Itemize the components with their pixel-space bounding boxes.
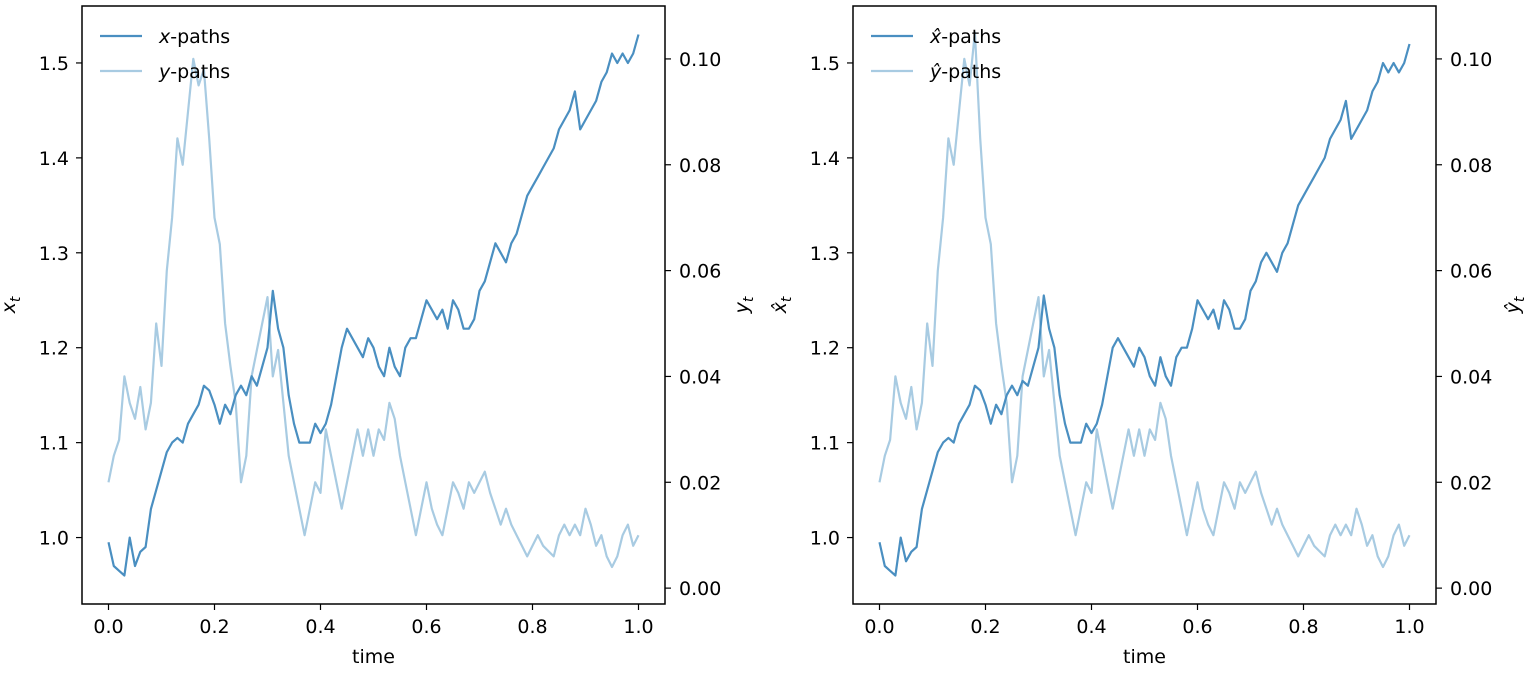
y-left-tick-label: 1.3 — [810, 243, 840, 265]
legend-label: x-paths — [158, 26, 230, 48]
y-right-tick-label: 0.10 — [1450, 49, 1492, 71]
y-right-tick-label: 0.08 — [679, 155, 721, 177]
y-left-tick-label: 1.4 — [810, 148, 840, 170]
x-tick-label: 0.6 — [1182, 616, 1212, 638]
y-left-tick-label: 1.2 — [810, 338, 840, 360]
y-right-axis-label: ŷt — [1502, 296, 1528, 314]
x-tick-label: 0.2 — [970, 616, 1000, 638]
x-tick-label: 0.2 — [199, 616, 229, 638]
y-right-tick-label: 0.04 — [1450, 366, 1492, 388]
y-left-tick-label: 1.0 — [39, 528, 69, 550]
plot-frame — [852, 5, 1437, 605]
y-right-tick-label: 0.02 — [1450, 472, 1492, 494]
y-left-tick-label: 1.1 — [39, 433, 69, 455]
x-tick-label: 0.6 — [411, 616, 441, 638]
y-left-tick-label: 1.5 — [810, 53, 840, 75]
y-left-tick-label: 1.1 — [810, 433, 840, 455]
legend-label: ŷ-paths — [929, 61, 1001, 83]
right-chart-panel: 0.0 0.2 0.4 0.6 0.8 1.0 1.0 1.1 1.2 1.3 1.4 1.5 0.00… — [769, 5, 1528, 668]
y-left-tick-label: 1.3 — [39, 243, 69, 265]
x-tick-label: 0.0 — [864, 616, 894, 638]
x-axis-label: time — [352, 646, 395, 668]
x-tick-label: 0.8 — [1288, 616, 1318, 638]
y-left-tick-label: 1.0 — [810, 528, 840, 550]
y-left-tick-label: 1.5 — [39, 53, 69, 75]
x-tick-label: 0.4 — [305, 616, 335, 638]
y-right-tick-label: 0.06 — [679, 261, 721, 283]
legend-label: y-paths — [158, 61, 230, 83]
x-axis-label: time — [1123, 646, 1166, 668]
series-line-x̂-paths — [878, 43, 1411, 577]
series-line-y-paths — [107, 57, 640, 569]
y-left-tick-label: 1.4 — [39, 148, 69, 170]
y-right-tick-label: 0.00 — [1450, 578, 1492, 600]
y-left-tick-label: 1.2 — [39, 338, 69, 360]
x-tick-label: 0.0 — [93, 616, 123, 638]
x-tick-label: 0.4 — [1076, 616, 1106, 638]
legend-label: x̂-paths — [929, 26, 1001, 48]
legend: x-paths y-paths — [100, 26, 230, 83]
y-right-axis-label: yt — [731, 296, 757, 314]
y-left-axis-label: x̂t — [769, 296, 795, 314]
legend: x̂-paths ŷ-paths — [871, 26, 1001, 83]
left-chart-panel: 0.0 0.2 0.4 0.6 0.8 1.0 1.0 1.1 1.2 1.3 1.4 1.5 0.00… — [0, 5, 757, 668]
x-tick-label: 1.0 — [1394, 616, 1424, 638]
y-right-tick-label: 0.04 — [679, 366, 721, 388]
series-line-x-paths — [107, 34, 640, 577]
y-right-tick-label: 0.00 — [679, 578, 721, 600]
x-tick-label: 1.0 — [623, 616, 653, 638]
x-tick-label: 0.8 — [517, 616, 547, 638]
y-right-tick-label: 0.08 — [1450, 155, 1492, 177]
y-right-tick-label: 0.06 — [1450, 261, 1492, 283]
y-left-axis-label: xt — [0, 296, 24, 314]
y-right-tick-label: 0.10 — [679, 49, 721, 71]
y-right-tick-label: 0.02 — [679, 472, 721, 494]
plot-frame — [81, 5, 666, 605]
series-line-ŷ-paths — [878, 31, 1411, 569]
